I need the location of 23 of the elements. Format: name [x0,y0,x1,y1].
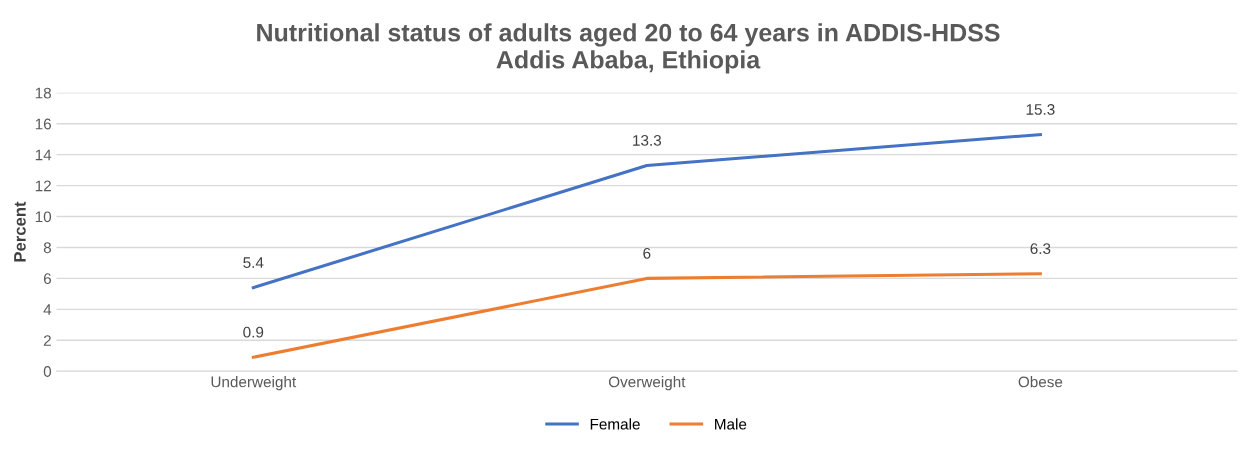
y-axis-title: Percent [14,201,26,262]
data-label: 13.3 [633,134,662,146]
chart-title: Nutritional status of adults aged 20 to 64 years in ADDIS-HDSS Addis Ababa, Ethiopia [257,23,1000,74]
x-tick-label: Overweight [608,376,686,391]
y-tick-label: 10 [35,211,52,223]
y-tick-label: 12 [35,180,51,192]
y-tick-label: 8 [43,242,51,254]
data-label: 5.4 [243,257,264,268]
y-tick-label: 0 [43,366,52,377]
y-tick-label: 4 [43,304,52,315]
x-tick-label: Obese [1018,376,1063,388]
y-tick-label: 6 [43,273,51,285]
y-tick-label: 16 [35,118,51,130]
data-label: 0.9 [243,326,264,338]
data-label: 6.3 [1030,243,1051,255]
legend-label: Male [715,418,747,430]
y-tick-label: 14 [35,149,52,161]
y-tick-label: 18 [35,87,51,99]
legend-label: Female [590,418,640,430]
y-tick-label: 2 [43,335,51,346]
data-label: 15.3 [1026,104,1055,115]
x-tick-label: Underweight [211,376,297,391]
data-label: 6 [643,247,651,259]
